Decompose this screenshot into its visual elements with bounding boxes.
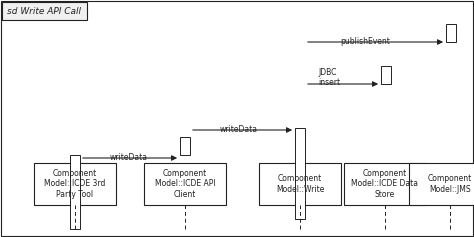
Bar (295, 128, 305, 219)
Bar (259, 163, 341, 205)
Bar (409, 163, 474, 205)
Bar (70, 155, 80, 229)
Text: Component
Model::ICDE Data
Store: Component Model::ICDE Data Store (352, 169, 419, 199)
Bar (180, 137, 190, 155)
Text: Component
Model::ICDE 3rd
Party Tool: Component Model::ICDE 3rd Party Tool (44, 169, 106, 199)
Bar (2, 2, 87, 20)
Bar (381, 66, 391, 84)
Bar (144, 163, 226, 205)
Text: JDBC
insert: JDBC insert (318, 68, 340, 87)
Bar (344, 163, 426, 205)
Bar (34, 163, 116, 205)
Text: sd Write API Call: sd Write API Call (8, 6, 82, 15)
Text: writeData: writeData (220, 125, 258, 134)
Text: publishEvent: publishEvent (340, 37, 390, 46)
Bar (446, 24, 456, 42)
Text: Component
Model::JMS: Component Model::JMS (428, 174, 472, 194)
Text: writeData: writeData (110, 153, 148, 162)
Text: Component
Model::Write: Component Model::Write (276, 174, 324, 194)
Text: Component
Model::ICDE API
Client: Component Model::ICDE API Client (155, 169, 215, 199)
